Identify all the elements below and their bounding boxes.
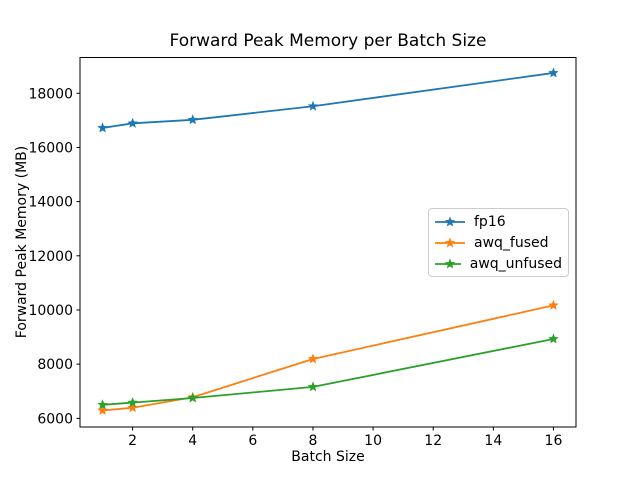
- y-tick-label: 10000: [28, 303, 73, 319]
- legend-sample-marker-fp16: [444, 216, 456, 226]
- marker-awq_fused-b2: [127, 402, 138, 413]
- legend-sample-marker-awq_unfused: [444, 258, 456, 268]
- x-axis-label: Batch Size: [291, 449, 365, 465]
- legend-sample-marker-awq_fused: [444, 237, 456, 247]
- legend-line-sample-awq-unfused: [435, 258, 461, 268]
- x-tick-label: 2: [128, 433, 137, 449]
- y-tick-label: 14000: [28, 195, 73, 211]
- legend-label-awq-unfused: awq_unfused: [469, 255, 562, 272]
- x-tick-label: 8: [309, 433, 318, 449]
- marker-fp16-b4: [187, 114, 198, 125]
- marker-fp16-b8: [307, 100, 319, 111]
- chart-title: Forward Peak Memory per Batch Size: [169, 31, 487, 51]
- legend: fp16 awq_fused awq_unfused: [428, 208, 569, 277]
- legend-entry-awq-fused: awq_fused: [435, 232, 562, 253]
- y-tick-label: 12000: [28, 249, 73, 265]
- x-tick-label: 4: [188, 433, 197, 449]
- x-tick-label: 10: [364, 433, 382, 449]
- marker-awq_fused-b16: [548, 299, 559, 310]
- marker-awq_unfused-b2: [127, 397, 138, 408]
- marker-awq_unfused-b4: [187, 392, 198, 403]
- series-line-fp16: [102, 72, 554, 129]
- legend-label-fp16: fp16: [474, 213, 506, 230]
- marker-awq_unfused-b8: [307, 381, 319, 392]
- x-tick-label: 12: [424, 433, 442, 449]
- series-line-awq_unfused: [102, 338, 554, 406]
- y-tick-label: 8000: [37, 357, 73, 373]
- y-tick-label: 18000: [28, 86, 73, 102]
- legend-line-sample-fp16: [435, 216, 465, 226]
- y-tick-label: 6000: [37, 411, 73, 427]
- y-axis-label-text: Forward Peak Memory (MB): [14, 145, 30, 339]
- marker-fp16-b16: [548, 67, 559, 78]
- legend-entry-awq-unfused: awq_unfused: [435, 253, 562, 274]
- x-tick-label: 16: [545, 433, 563, 449]
- legend-entry-fp16: fp16: [435, 211, 562, 232]
- legend-line-sample-awq-fused: [435, 237, 465, 247]
- plot-frame: [79, 57, 577, 428]
- marker-awq_fused-b8: [307, 353, 319, 364]
- x-tick-label: 6: [248, 433, 257, 449]
- y-tick-label: 16000: [28, 140, 73, 156]
- marker-fp16-b1: [97, 122, 108, 133]
- marker-fp16-b2: [127, 117, 138, 128]
- series-line-awq_fused: [102, 304, 554, 412]
- marker-awq_unfused-b16: [548, 333, 559, 344]
- legend-label-awq-fused: awq_fused: [474, 234, 549, 251]
- x-tick-label: 14: [484, 433, 502, 449]
- marker-awq_fused-b1: [97, 404, 108, 415]
- marker-awq_unfused-b1: [97, 399, 108, 410]
